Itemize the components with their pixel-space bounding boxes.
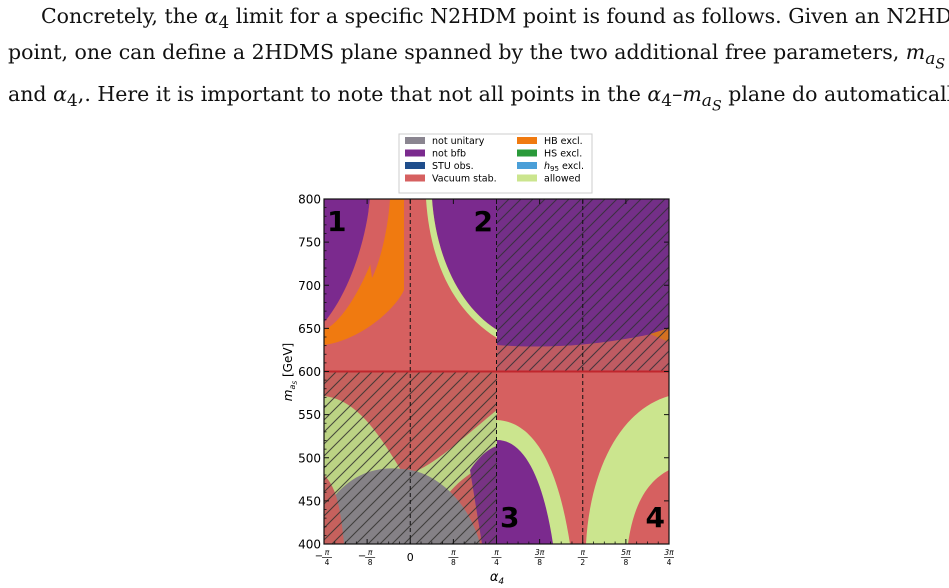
- q1-hb-excluded-tip: [395, 199, 402, 235]
- legend-swatch: [517, 149, 537, 157]
- svg-text:3π: 3π: [664, 548, 674, 557]
- quadrant-label: 3: [500, 501, 519, 534]
- y-tick-label: 700: [298, 279, 321, 293]
- y-tick-label: 750: [298, 236, 321, 250]
- y-tick-label: 650: [298, 322, 321, 336]
- legend-swatch: [517, 137, 537, 144]
- svg-text:2: 2: [580, 558, 585, 567]
- legend-entry: STU obs.: [432, 161, 474, 172]
- q3-not-bfb-region: [497, 440, 553, 544]
- quadrant-label: 2: [474, 205, 493, 238]
- y-tick-label: 400: [298, 538, 321, 552]
- legend-swatch: [405, 137, 425, 144]
- legend-swatch: [517, 174, 537, 182]
- svg-text:0: 0: [407, 551, 414, 564]
- legend-frame: [398, 133, 593, 194]
- x-tick-label: π4: [491, 548, 502, 567]
- quadrant-labels: 1 2 3 4: [327, 205, 665, 534]
- x-axis-label: α4: [490, 570, 505, 587]
- svg-text:8: 8: [623, 558, 628, 567]
- q2-not-bfb-region: [432, 199, 497, 330]
- x-tick-label: 3π4: [664, 548, 674, 567]
- svg-text:8: 8: [451, 558, 456, 567]
- svg-text:4: 4: [494, 558, 499, 567]
- svg-text:−: −: [315, 551, 323, 562]
- y-axis-ticks: 400 450 500 550 600 650 700 750 800: [298, 193, 669, 552]
- x-tick-label: π8: [448, 548, 459, 567]
- y-tick-label: 600: [298, 365, 321, 379]
- y-tick-label: 800: [298, 193, 321, 207]
- svg-text:−: −: [358, 551, 366, 562]
- q4-vacuum-stab-corner: [628, 470, 669, 544]
- svg-text:4: 4: [325, 558, 330, 567]
- legend-swatch: [405, 162, 425, 169]
- paragraph-line-1: Concretely, the α4 limit for a specific …: [41, 4, 949, 34]
- legend-entry: Vacuum stab.: [432, 174, 497, 185]
- svg-text:8: 8: [537, 558, 542, 567]
- svg-text:3π: 3π: [535, 548, 545, 557]
- svg-text:π: π: [451, 548, 456, 557]
- paragraph-line-2: point, one can define a 2HDMS plane span…: [8, 40, 946, 73]
- reference-lines: [324, 199, 669, 544]
- legend-entry: allowed: [544, 174, 581, 185]
- svg-text:π: π: [368, 548, 373, 557]
- quadrant-label: 4: [646, 501, 665, 534]
- legend-entry: not unitary: [432, 136, 485, 147]
- x-tick-label: − π4: [315, 548, 332, 567]
- x-tick-label: π2: [577, 548, 588, 567]
- x-tick-label: 0: [407, 551, 414, 564]
- svg-text:8: 8: [368, 558, 373, 567]
- q2-allowed-band: [426, 199, 497, 338]
- svg-text:5π: 5π: [621, 548, 631, 557]
- svg-text:π: π: [494, 548, 499, 557]
- body-paragraph: Concretely, the α4 limit for a specific …: [8, 2, 949, 121]
- legend-entry: h95 excl.: [544, 161, 584, 173]
- y-tick-label: 450: [298, 494, 321, 508]
- x-tick-label: − π8: [358, 548, 376, 567]
- legend-swatch: [405, 174, 425, 182]
- legend-swatch: [405, 149, 425, 157]
- legend-entry: HS excl.: [544, 149, 582, 160]
- q1-not-bfb-region: [324, 199, 370, 322]
- x-tick-label: 3π8: [534, 548, 545, 567]
- x-tick-label: 5π8: [620, 548, 631, 567]
- q1-vacuum-stab-strip: [367, 199, 390, 278]
- y-tick-label: 550: [298, 408, 321, 422]
- svg-text:π: π: [325, 548, 330, 557]
- legend-entry: HB excl.: [544, 136, 583, 147]
- legend-swatch: [517, 162, 537, 169]
- paragraph-line-3: and α4,. Here it is important to note th…: [8, 81, 949, 115]
- y-axis-label: maS [GeV]: [281, 343, 299, 402]
- svg-text:4: 4: [667, 558, 672, 567]
- quadrant-label: 1: [327, 205, 346, 238]
- legend-entry: not bfb: [432, 149, 466, 160]
- y-tick-label: 500: [298, 451, 321, 465]
- svg-text:π: π: [580, 548, 585, 557]
